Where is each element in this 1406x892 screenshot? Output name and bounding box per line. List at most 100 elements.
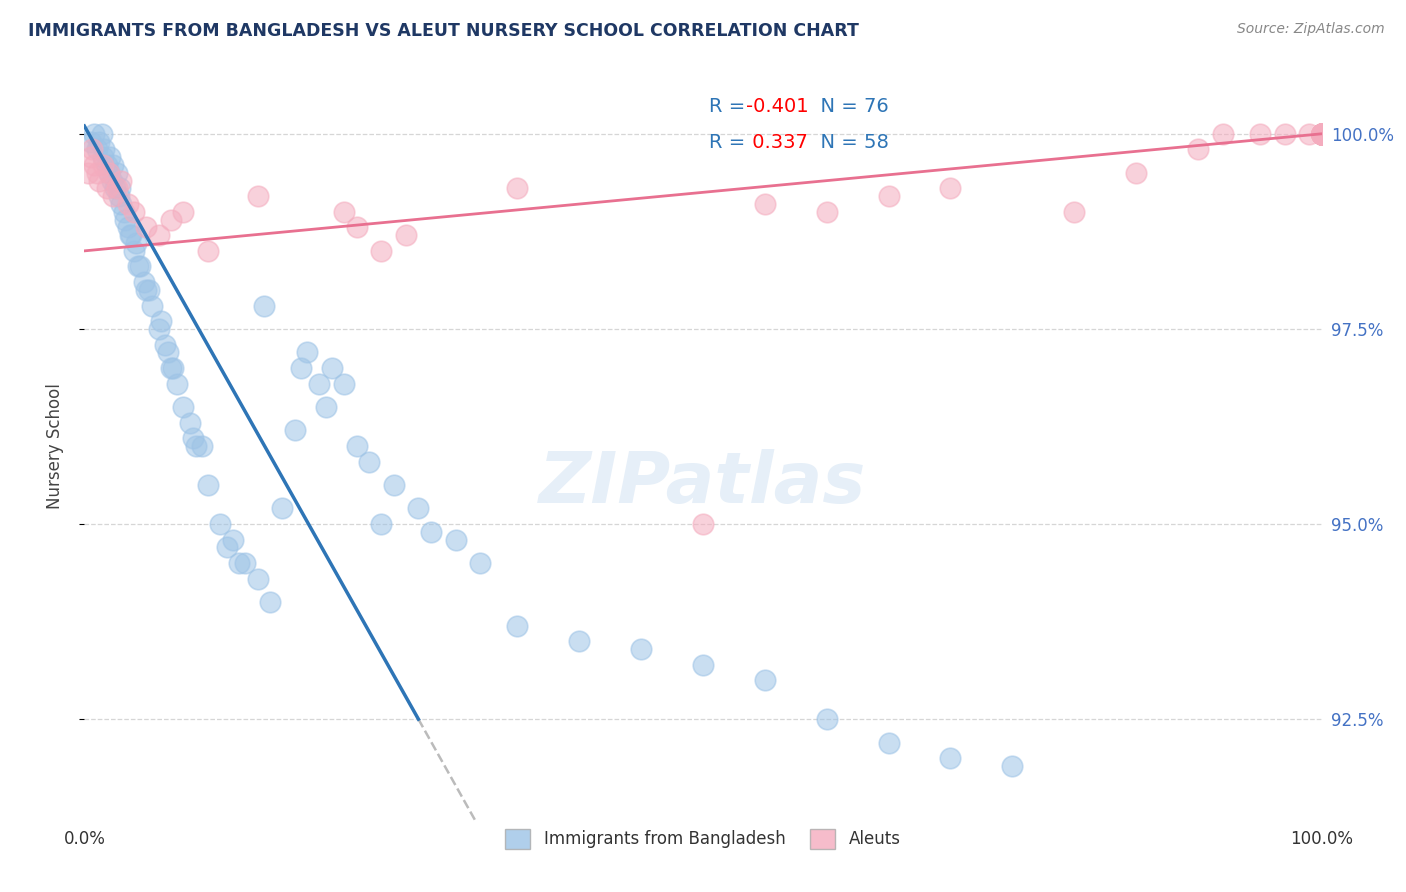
Point bbox=[253, 299, 276, 313]
Point bbox=[166, 376, 188, 391]
Point bbox=[815, 204, 838, 219]
Point bbox=[157, 345, 180, 359]
Point bbox=[89, 173, 111, 187]
Point bbox=[321, 360, 343, 375]
Point bbox=[315, 400, 337, 414]
Point bbox=[939, 751, 962, 765]
Point bbox=[346, 220, 368, 235]
Point bbox=[1310, 127, 1333, 141]
Point bbox=[141, 299, 163, 313]
Point bbox=[1310, 127, 1333, 141]
Point bbox=[1249, 127, 1271, 141]
Point bbox=[1310, 127, 1333, 141]
Text: -0.401: -0.401 bbox=[747, 97, 808, 116]
Point bbox=[153, 337, 176, 351]
Point bbox=[101, 189, 124, 203]
Point bbox=[233, 556, 256, 570]
Point bbox=[93, 142, 115, 156]
Point bbox=[1274, 127, 1296, 141]
Point bbox=[91, 150, 114, 164]
Point bbox=[630, 641, 652, 656]
Point bbox=[1310, 127, 1333, 141]
Point bbox=[96, 181, 118, 195]
Point bbox=[284, 423, 307, 437]
Point bbox=[506, 618, 529, 632]
Point bbox=[470, 556, 492, 570]
Point bbox=[91, 158, 114, 172]
Point bbox=[114, 212, 136, 227]
Point bbox=[1310, 127, 1333, 141]
Point bbox=[1310, 127, 1333, 141]
Point bbox=[692, 657, 714, 672]
Point bbox=[271, 501, 294, 516]
Point bbox=[754, 197, 776, 211]
Point bbox=[172, 204, 194, 219]
Point bbox=[122, 244, 145, 258]
Point bbox=[132, 275, 155, 289]
Point bbox=[172, 400, 194, 414]
Text: R =: R = bbox=[709, 97, 752, 116]
Point bbox=[79, 150, 101, 164]
Point bbox=[419, 524, 441, 539]
Point bbox=[246, 572, 269, 586]
Point bbox=[1125, 166, 1147, 180]
Point bbox=[120, 228, 142, 243]
Point bbox=[181, 431, 204, 445]
Point bbox=[568, 634, 591, 648]
Point bbox=[1298, 127, 1320, 141]
Point bbox=[1310, 127, 1333, 141]
Point bbox=[135, 220, 157, 235]
Point bbox=[370, 517, 392, 532]
Point bbox=[120, 228, 142, 243]
Point bbox=[105, 181, 128, 195]
Point bbox=[382, 478, 405, 492]
Point bbox=[110, 197, 132, 211]
Point bbox=[333, 204, 356, 219]
Point bbox=[1310, 127, 1333, 141]
Point bbox=[104, 181, 127, 195]
Point bbox=[83, 158, 105, 172]
Point bbox=[1310, 127, 1333, 141]
Point bbox=[148, 322, 170, 336]
Point bbox=[160, 360, 183, 375]
Point bbox=[197, 244, 219, 258]
Point bbox=[110, 173, 132, 187]
Point bbox=[444, 533, 467, 547]
Point bbox=[98, 150, 121, 164]
Point bbox=[259, 595, 281, 609]
Point bbox=[246, 189, 269, 203]
Point bbox=[1310, 127, 1333, 141]
Point bbox=[127, 260, 149, 274]
Point bbox=[1001, 759, 1024, 773]
Point bbox=[357, 455, 380, 469]
Point bbox=[148, 228, 170, 243]
Point bbox=[506, 181, 529, 195]
Point bbox=[1310, 127, 1333, 141]
Point bbox=[86, 166, 108, 180]
Text: ZIPatlas: ZIPatlas bbox=[540, 449, 866, 518]
Point bbox=[815, 712, 838, 726]
Point bbox=[98, 166, 121, 180]
Legend: Immigrants from Bangladesh, Aleuts: Immigrants from Bangladesh, Aleuts bbox=[496, 821, 910, 857]
Point bbox=[179, 416, 201, 430]
Point bbox=[117, 220, 139, 235]
Point bbox=[295, 345, 318, 359]
Point bbox=[160, 212, 183, 227]
Text: N = 76: N = 76 bbox=[808, 97, 889, 116]
Point bbox=[308, 376, 330, 391]
Point bbox=[370, 244, 392, 258]
Point bbox=[110, 181, 132, 195]
Point bbox=[1212, 127, 1234, 141]
Point bbox=[333, 376, 356, 391]
Point bbox=[129, 260, 152, 274]
Text: R =: R = bbox=[709, 133, 752, 152]
Point bbox=[105, 166, 128, 180]
Point bbox=[96, 158, 118, 172]
Point bbox=[939, 181, 962, 195]
Point bbox=[1310, 127, 1333, 141]
Point bbox=[138, 283, 160, 297]
Point bbox=[112, 204, 135, 219]
Point bbox=[98, 166, 121, 180]
Point bbox=[83, 127, 105, 141]
Text: Source: ZipAtlas.com: Source: ZipAtlas.com bbox=[1237, 22, 1385, 37]
